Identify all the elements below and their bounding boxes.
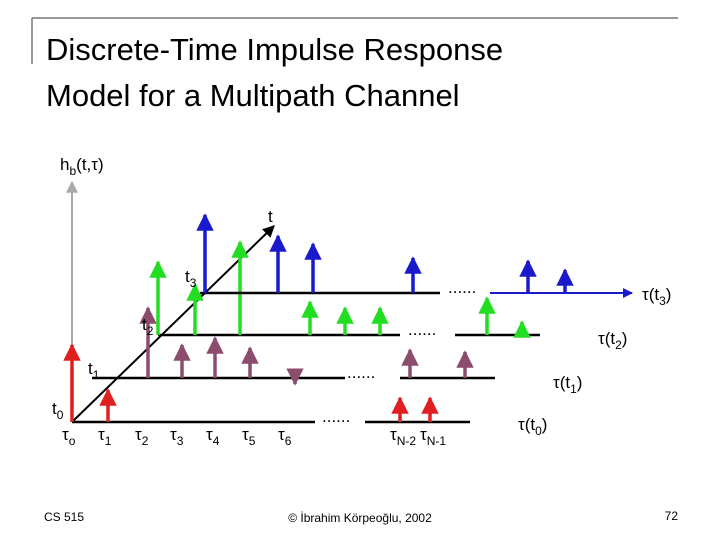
subscript: 1 [93, 368, 100, 382]
subscript: 2 [615, 338, 622, 352]
delay-label: τN-2 [390, 425, 416, 448]
delay-label: τo [62, 425, 76, 448]
delay-label: τ5 [242, 425, 256, 448]
label-part: τ [206, 425, 213, 444]
time-label: t0 [52, 399, 64, 422]
delay-axis-label: τ(t1) [553, 373, 582, 396]
label-part: h [60, 155, 69, 174]
subscript: o [69, 434, 76, 448]
subscript: 2 [147, 324, 154, 338]
label-part: (t,τ) [76, 155, 103, 174]
label-part: τ [170, 425, 177, 444]
label-part: τ [135, 425, 142, 444]
delay-axis-label: τ(t2) [598, 329, 627, 352]
label-part: τ [242, 425, 249, 444]
line [71, 225, 275, 423]
label-part: τ(t [553, 373, 570, 392]
label-part: τ [390, 425, 397, 444]
subscript: 1 [105, 434, 112, 448]
subscript: N-1 [427, 434, 447, 448]
subscript: N-2 [397, 434, 417, 448]
subscript: 6 [285, 434, 292, 448]
delay-label: τ2 [135, 425, 149, 448]
ellipsis: ...... [408, 320, 436, 339]
subscript: 5 [249, 434, 256, 448]
label-part: τ [278, 425, 285, 444]
subscript: 3 [659, 294, 666, 308]
vertical-axis-label: hb(t,τ) [60, 155, 104, 178]
delay-label: τ3 [170, 425, 184, 448]
subscript: 4 [213, 434, 220, 448]
label-part: ) [542, 415, 548, 434]
time-label: t3 [185, 267, 197, 290]
footer-center: © İbrahim Körpeoğlu, 2002 [288, 511, 432, 525]
subscript: 2 [142, 434, 149, 448]
subscript: 3 [190, 276, 197, 290]
subscript: 0 [57, 408, 64, 422]
title-line: Model for a Multipath Channel [46, 78, 460, 113]
subscript: 3 [177, 434, 184, 448]
delay-label: τ1 [98, 425, 112, 448]
label-part: τ(t [518, 415, 535, 434]
label-part: τ [420, 425, 427, 444]
delay-axis-label: τ(t0) [518, 415, 547, 438]
label-part: t [88, 359, 93, 378]
label-part: τ(t [642, 285, 659, 304]
delay-label: τ4 [206, 425, 220, 448]
ellipsis: ...... [322, 407, 350, 426]
label-part: τ [98, 425, 105, 444]
delay-label: τN-1 [420, 425, 446, 448]
subscript: b [69, 164, 76, 178]
label-part: t [142, 315, 147, 334]
ellipsis: ...... [448, 278, 476, 297]
label-part: τ [62, 425, 69, 444]
time-label: t1 [88, 359, 100, 382]
label-part: ) [577, 373, 583, 392]
label-part: t [52, 399, 57, 418]
time-label: t2 [142, 315, 154, 338]
label-part: t [185, 267, 190, 286]
footer-left: CS 515 [44, 510, 84, 524]
label-part: ) [666, 285, 672, 304]
ellipsis: ...... [347, 363, 375, 382]
subscript: 0 [535, 424, 542, 438]
title-line: Discrete-Time Impulse Response [46, 32, 503, 67]
subscript: 1 [570, 382, 577, 396]
delay-label: τ6 [278, 425, 292, 448]
footer-right: 72 [665, 509, 679, 523]
delay-axis-label: τ(t3) [642, 285, 671, 308]
label-part: ) [622, 329, 628, 348]
label-part: τ(t [598, 329, 615, 348]
time-axis-label: t [268, 207, 273, 226]
